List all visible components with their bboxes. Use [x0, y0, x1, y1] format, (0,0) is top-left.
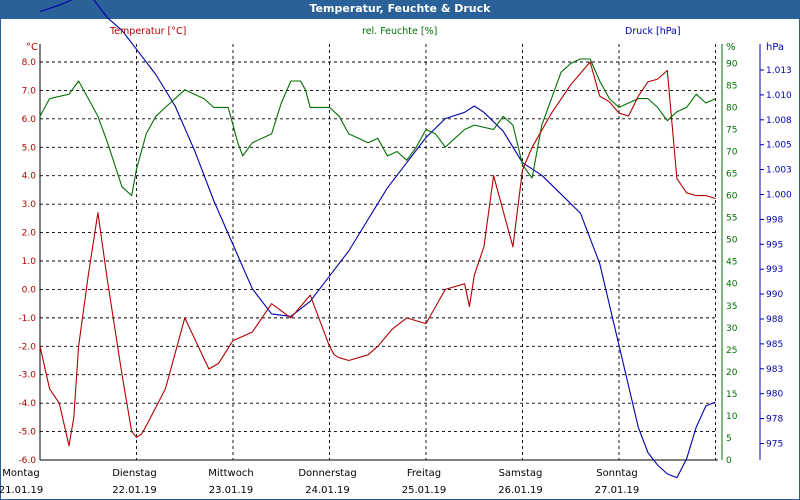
pressure-tick-label: 1.013 — [766, 66, 792, 76]
temperature-tick-label: 5.0 — [22, 143, 37, 153]
pressure-tick-label: 975 — [766, 440, 783, 450]
x-day-label: Donnerstag — [298, 468, 356, 479]
humidity-tick-label: 65 — [726, 170, 737, 180]
temperature-tick-label: -2.0 — [18, 342, 36, 352]
x-date-label: 24.01.19 — [305, 485, 350, 496]
pressure-tick-label: 995 — [766, 240, 783, 250]
temperature-tick-label: -1.0 — [18, 314, 36, 324]
pressure-axis: 1.013 1.010 1.008 1.005 1.003 1.000 998 995 993 9… — [760, 66, 792, 450]
x-date-label: 26.01.19 — [498, 485, 543, 496]
x-date-label: 25.01.19 — [402, 485, 447, 496]
temperature-tick-label: 0.0 — [22, 285, 37, 295]
unit-pressure: hPa — [766, 42, 784, 53]
legend-pressure: Druck [hPa] — [625, 26, 681, 37]
unit-temperature: °C — [26, 42, 38, 53]
temperature-tick-label: -5.0 — [18, 428, 36, 438]
pressure-tick-label: 993 — [766, 265, 783, 275]
temperature-tick-label: 4.0 — [22, 172, 37, 182]
humidity-tick-label: 50 — [726, 236, 738, 246]
temperature-tick-label: 8.0 — [22, 58, 37, 68]
humidity-tick-label: 30 — [726, 324, 738, 334]
series-layer — [39, 0, 716, 479]
temperature-tick-label: 6.0 — [22, 115, 37, 125]
temperature-tick-label: 1.0 — [22, 257, 37, 267]
pressure-tick-label: 983 — [766, 365, 783, 375]
legend-humidity: rel. Feuchte [%] — [362, 26, 437, 37]
pressure-tick-label: 1.008 — [766, 116, 792, 126]
humidity-tick-label: 70 — [726, 148, 738, 158]
legend-temperature: Temperatur [°C] — [109, 26, 186, 37]
pressure-tick-label: 998 — [766, 215, 783, 225]
temperature-tick-label: -4.0 — [18, 399, 36, 409]
x-day-label: Freitag — [407, 468, 441, 479]
humidity-tick-label: 40 — [726, 280, 738, 290]
pressure-series-line — [39, 0, 716, 479]
pressure-tick-label: 1.000 — [766, 191, 792, 201]
humidity-series-line — [39, 58, 716, 197]
humidity-tick-label: 80 — [726, 103, 738, 113]
chart-title: Temperatur, Feuchte & Druck — [0, 0, 800, 19]
humidity-tick-label: 90 — [726, 59, 738, 69]
humidity-tick-label: 20 — [726, 368, 738, 378]
temperature-tick-label: -3.0 — [18, 371, 36, 381]
x-day-label: Sonntag — [596, 468, 638, 479]
temperature-tick-label: 2.0 — [22, 229, 37, 239]
pressure-tick-label: 1.003 — [766, 166, 792, 176]
temperature-series-line — [39, 61, 716, 447]
unit-humidity: % — [726, 42, 736, 53]
temperature-tick-label: 7.0 — [22, 86, 37, 96]
pressure-tick-label: 978 — [766, 415, 783, 425]
x-date-label: 23.01.19 — [209, 485, 254, 496]
x-day-label: Montag — [2, 468, 39, 479]
pressure-tick-label: 985 — [766, 340, 783, 350]
temperature-tick-label: -6.0 — [18, 456, 36, 466]
humidity-tick-label: 85 — [726, 81, 737, 91]
pressure-tick-label: 990 — [766, 290, 783, 300]
temperature-axis: 8.0 7.0 6.0 5.0 4.0 3.0 2.0 1.0 0.0 -1.0 -2.0 -3.0 -… — [18, 58, 36, 466]
humidity-tick-label: 10 — [726, 412, 738, 422]
pressure-tick-label: 1.010 — [766, 91, 792, 101]
humidity-tick-label: 45 — [726, 258, 737, 268]
x-day-label: Dienstag — [112, 468, 157, 479]
humidity-tick-label: 60 — [726, 192, 738, 202]
x-date-label: 22.01.19 — [112, 485, 157, 496]
humidity-tick-label: 0 — [726, 456, 732, 466]
x-date-label: 27.01.19 — [595, 485, 640, 496]
x-axis: Montag 21.01.19 Dienstag 22.01.19 Mittwoch 23… — [0, 468, 639, 496]
humidity-tick-label: 15 — [726, 390, 737, 400]
pressure-tick-label: 1.005 — [766, 141, 792, 151]
grid — [39, 44, 761, 461]
pressure-tick-label: 988 — [766, 315, 783, 325]
x-date-label: 21.01.19 — [0, 485, 43, 496]
humidity-tick-label: 35 — [726, 302, 737, 312]
x-day-label: Mittwoch — [208, 468, 253, 479]
temperature-tick-label: 3.0 — [22, 200, 37, 210]
x-day-label: Samstag — [499, 468, 543, 479]
humidity-tick-label: 5 — [726, 434, 732, 444]
humidity-tick-label: 55 — [726, 214, 737, 224]
humidity-tick-label: 25 — [726, 346, 737, 356]
pressure-tick-label: 980 — [766, 390, 783, 400]
humidity-tick-label: 75 — [726, 125, 737, 135]
